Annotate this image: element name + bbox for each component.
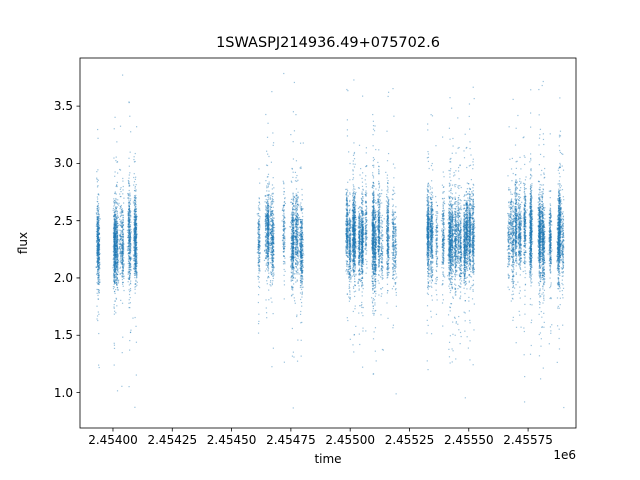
x-tick-label: 2.45425	[147, 433, 198, 447]
y-axis-label: flux	[16, 231, 30, 255]
x-tick-label: 2.45550	[443, 433, 494, 447]
y-tick-label: 3.5	[53, 99, 73, 114]
x-tick-label: 2.45525	[384, 433, 435, 447]
x-tick-label: 2.45450	[206, 433, 257, 447]
y-tick-label: 2.5	[53, 213, 73, 228]
x-tick-label: 2.45475	[266, 433, 316, 447]
y-tick-label: 1.5	[53, 328, 73, 343]
y-tick-label: 2.0	[53, 270, 73, 285]
x-tick-label: 2.45400	[88, 433, 138, 447]
chart-title: 1SWASPJ214936.49+075702.6	[216, 35, 440, 51]
y-tick-label: 1.0	[53, 385, 73, 400]
x-tick-label: 2.45500	[325, 433, 375, 447]
x-axis-label: time	[314, 452, 342, 466]
x-axis-offset-label: 1e6	[553, 448, 576, 462]
y-tick-label: 3.0	[53, 156, 73, 171]
x-tick-label: 2.45575	[503, 433, 553, 447]
